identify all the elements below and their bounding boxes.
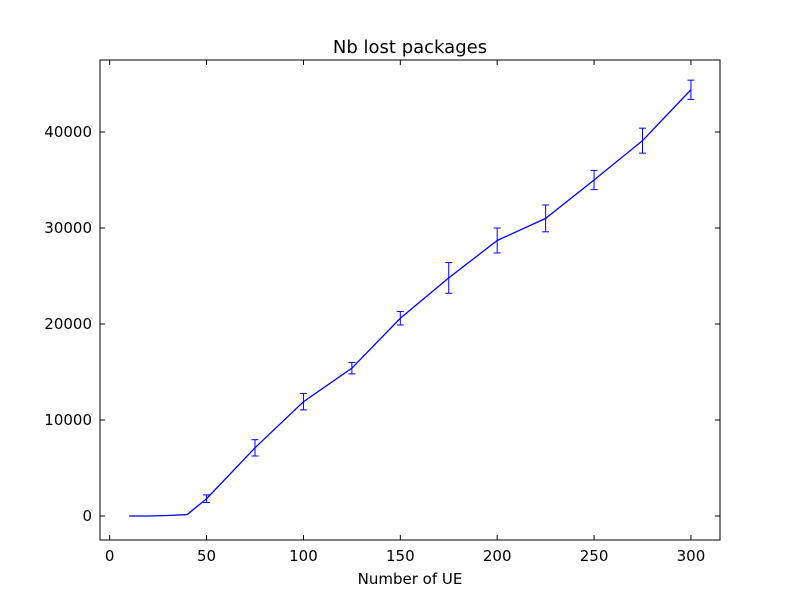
error-bar (542, 204, 550, 233)
error-bar (687, 79, 695, 100)
x-tick-label: 150 (386, 547, 415, 565)
error-bar (445, 262, 453, 294)
error-bar (590, 169, 598, 191)
plot-frame (99, 59, 721, 541)
error-bar (299, 393, 307, 411)
x-axis-label: Number of UE (358, 570, 463, 588)
series-line (129, 89, 692, 517)
error-bar (348, 361, 356, 375)
plot-layer (129, 79, 695, 517)
y-tick-label: 0 (82, 507, 92, 525)
error-bar (396, 311, 404, 326)
x-tick-label: 200 (483, 547, 512, 565)
y-tick-label: 30000 (44, 219, 92, 237)
x-tick-label: 0 (105, 547, 115, 565)
chart-title: Nb lost packages (333, 37, 487, 58)
x-tick-label: 250 (580, 547, 609, 565)
x-tick-label: 50 (197, 547, 216, 565)
error-bar (203, 494, 211, 504)
error-bar (493, 227, 501, 254)
x-tick-label: 300 (677, 547, 706, 565)
error-bar (251, 439, 259, 457)
y-tick-label: 20000 (44, 315, 92, 333)
tick-layer: 0 50 100 150 200 250 300 0 10000 20000 30000 40000 (44, 60, 720, 565)
y-tick-label: 40000 (44, 123, 92, 141)
x-tick-label: 100 (289, 547, 318, 565)
error-bar (639, 127, 646, 154)
y-tick-label: 10000 (44, 411, 92, 429)
